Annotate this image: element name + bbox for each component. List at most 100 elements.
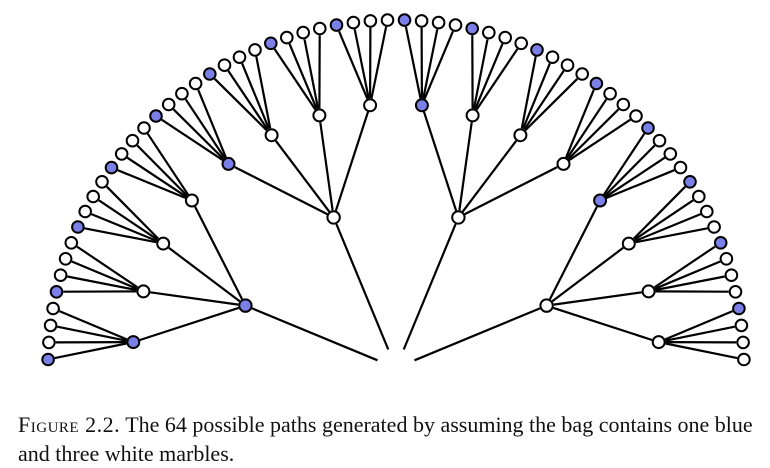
white-marble (53, 268, 68, 283)
path-edge (566, 98, 608, 159)
white-marble (451, 210, 466, 225)
path-edge (168, 246, 241, 303)
path-edge (602, 133, 646, 196)
white-marble (64, 236, 79, 250)
white-marble (629, 109, 643, 123)
blue-marble (397, 13, 412, 27)
white-marble (673, 160, 688, 175)
path-edge (551, 246, 624, 303)
path-edge (633, 199, 694, 241)
white-marble (137, 121, 151, 135)
path-edge (241, 62, 270, 130)
path-edge (458, 122, 473, 211)
white-marble (465, 108, 480, 123)
white-marble (719, 251, 734, 266)
figure-caption: Figure 2.2. The 64 possible paths genera… (18, 410, 763, 468)
white-marble (363, 14, 378, 28)
path-edge (139, 306, 239, 342)
path-edge (184, 98, 226, 159)
blue-marble (329, 18, 344, 32)
white-marble (724, 268, 739, 283)
path-edge (523, 70, 565, 131)
path-edge (422, 29, 439, 99)
path-edge (475, 48, 519, 111)
white-marble (346, 15, 361, 30)
blue-marble (589, 76, 604, 91)
blue-marble (126, 335, 141, 350)
path-edge (334, 111, 370, 211)
path-edge (665, 325, 735, 342)
path-edge (461, 140, 518, 213)
path-edge (288, 43, 318, 110)
marble-nodes (41, 13, 751, 367)
caption-text: The 64 possible paths generated by assum… (18, 412, 753, 466)
white-marble (156, 236, 171, 251)
white-marble (95, 175, 109, 189)
path-edge (227, 70, 269, 131)
path-edge (319, 122, 334, 211)
blue-marble (713, 236, 728, 250)
path-edge (568, 118, 631, 162)
path-edge (54, 342, 127, 360)
blue-marble (593, 193, 608, 208)
path-edge (213, 78, 268, 131)
blue-marble (732, 301, 746, 316)
path-edge (303, 39, 320, 109)
path-edge (150, 291, 239, 306)
white-marble (707, 220, 721, 234)
white-marble (161, 97, 176, 112)
blue-marble (530, 43, 544, 57)
path-edge (335, 223, 390, 350)
path-edge (565, 89, 595, 158)
path-edge (472, 39, 489, 109)
blue-marble (49, 285, 64, 299)
white-marble (248, 43, 262, 57)
path-edge (117, 169, 186, 199)
path-edge (353, 29, 370, 99)
white-marble (136, 284, 151, 299)
white-marble (78, 204, 92, 219)
white-marble (641, 284, 656, 299)
path-edge (172, 108, 225, 160)
blue-marble (641, 121, 655, 135)
path-edge (338, 30, 369, 100)
path-edge (414, 307, 541, 362)
path-edge (605, 156, 666, 198)
path-edge (234, 166, 328, 216)
path-edge (464, 166, 558, 216)
path-edge (402, 223, 457, 350)
path-edge (273, 48, 317, 111)
white-marble (313, 21, 327, 36)
white-marble (188, 76, 203, 91)
white-marble (728, 285, 743, 299)
blue-marble (221, 156, 236, 171)
white-marble (545, 50, 560, 65)
path-edge (553, 291, 642, 306)
path-edge (126, 156, 187, 198)
white-marble (232, 50, 247, 65)
white-marble (663, 147, 678, 161)
white-marble (498, 30, 513, 45)
path-edge (604, 144, 656, 197)
path-edge (197, 89, 227, 158)
blue-marble (264, 36, 278, 51)
white-marble (312, 108, 327, 123)
white-marble (513, 128, 528, 143)
path-edge (255, 56, 272, 129)
path-edge (553, 306, 653, 342)
blue-marble (41, 352, 55, 367)
white-marble (125, 133, 140, 148)
white-marble (575, 67, 590, 81)
white-marble (414, 14, 429, 28)
white-marble (514, 36, 529, 51)
white-marble (736, 335, 750, 350)
path-edge (67, 275, 137, 292)
path-edge (90, 213, 158, 242)
path-edge (567, 108, 620, 160)
blue-marble (104, 160, 119, 175)
path-edge (146, 133, 190, 196)
path-edge (76, 245, 139, 289)
blue-marble (71, 220, 85, 234)
path-edge (58, 310, 128, 341)
path-edge (57, 325, 127, 342)
